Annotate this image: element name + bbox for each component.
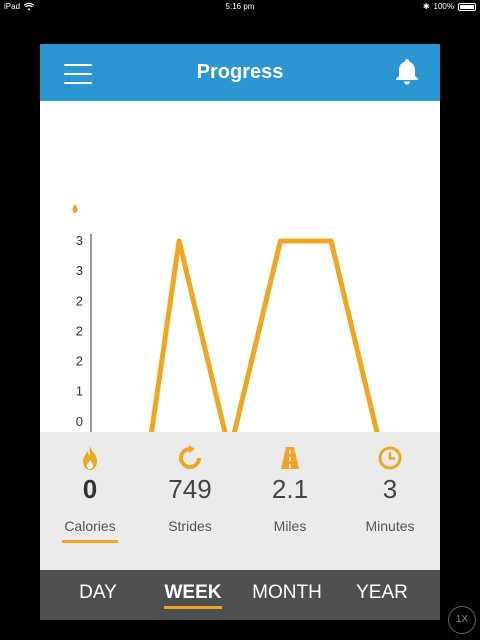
wifi-icon xyxy=(24,3,35,11)
clock-icon xyxy=(378,446,402,470)
stat-label: Miles xyxy=(273,518,307,534)
header-bar: Progress xyxy=(40,44,440,101)
stat-calories[interactable]: 0 Calories xyxy=(40,432,140,610)
stat-miles[interactable]: 2.1 Miles xyxy=(240,432,340,610)
tab-month[interactable]: MONTH xyxy=(252,582,322,603)
page-title: Progress xyxy=(196,61,284,83)
carrier-label: iPad xyxy=(4,2,21,11)
tab-week[interactable]: WEEK xyxy=(164,582,222,603)
zoom-button[interactable]: 1X xyxy=(448,606,476,634)
status-left: iPad xyxy=(4,0,35,14)
stat-value: 749 xyxy=(168,474,212,504)
stat-label: Calories xyxy=(64,518,116,534)
y-tick-label: 1 xyxy=(76,384,83,399)
stat-value: 3 xyxy=(382,474,398,504)
stat-strides[interactable]: 749 Strides xyxy=(140,432,240,610)
period-tabbar: DAY WEEK MONTH YEAR xyxy=(40,570,440,620)
tab-year[interactable]: YEAR xyxy=(356,582,408,603)
progress-chart: 00122233 8October91011121314 xyxy=(72,204,409,478)
y-tick-label: 0 xyxy=(76,414,83,429)
stat-label: Strides xyxy=(168,518,212,534)
active-tab-underline xyxy=(164,606,222,609)
bluetooth-icon: ✱ xyxy=(422,2,430,11)
tab-day[interactable]: DAY xyxy=(79,582,117,603)
y-tick-label: 2 xyxy=(76,354,83,369)
stat-value: 0 xyxy=(82,474,98,504)
stat-value: 2.1 xyxy=(271,474,309,504)
y-tick-label: 2 xyxy=(76,293,83,308)
y-tick-label: 2 xyxy=(76,323,83,338)
app-window: Progress 00122233 8October91011121314 0 … xyxy=(40,44,440,620)
battery-icon xyxy=(458,3,476,11)
status-time: 5:16 pm xyxy=(225,2,255,11)
chart-flame-icon xyxy=(72,204,78,213)
refresh-icon xyxy=(179,445,201,469)
y-tick-label: 3 xyxy=(76,233,83,248)
status-bar: iPad 5:16 pm ✱ 100% xyxy=(0,0,480,14)
stat-minutes[interactable]: 3 Minutes xyxy=(340,432,440,610)
road-icon xyxy=(281,447,299,469)
series-line-orange xyxy=(98,238,385,455)
y-tick-label: 3 xyxy=(76,263,83,278)
status-right: ✱ 100% xyxy=(423,0,476,14)
bell-icon[interactable] xyxy=(392,56,422,86)
flame-icon xyxy=(83,446,97,470)
stat-label: Minutes xyxy=(365,518,415,534)
menu-icon[interactable] xyxy=(64,64,92,84)
battery-percent: 100% xyxy=(433,2,454,11)
selected-stat-underline xyxy=(62,540,118,543)
